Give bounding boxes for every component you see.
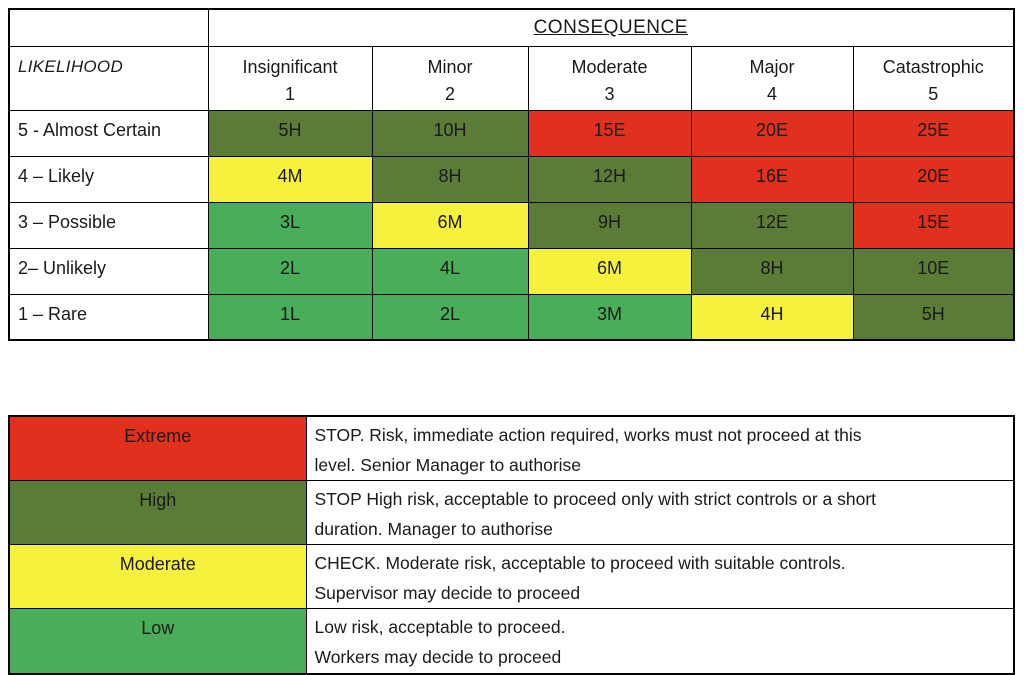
matrix-cell: 12H: [527, 155, 692, 203]
legend-description-line: Low risk, acceptable to proceed.: [314, 617, 566, 637]
corner-cell: [8, 8, 209, 47]
column-header-insignificant: Insignificant 1: [207, 45, 373, 111]
row-label: 3 – Possible: [8, 201, 209, 249]
column-name: Insignificant: [242, 56, 338, 77]
legend-description-line: level. Senior Manager to authorise: [314, 455, 582, 475]
matrix-cell: 5H: [207, 109, 373, 157]
matrix-cell: 8H: [690, 247, 854, 295]
matrix-cell: 10E: [852, 247, 1015, 295]
column-header-moderate: Moderate 3: [527, 45, 692, 111]
legend-row-extreme: Extreme STOP. Risk, immediate action req…: [8, 415, 1015, 481]
row-label: 5 - Almost Certain: [8, 109, 209, 157]
column-number: 3: [604, 83, 615, 104]
column-name: Minor: [427, 56, 473, 77]
matrix-row-possible: 3 – Possible 3L 6M 9H 12E 15E: [8, 201, 1015, 249]
column-number: 2: [444, 83, 455, 104]
matrix-cell: 20E: [690, 109, 854, 157]
row-label: 1 – Rare: [8, 293, 209, 341]
matrix-row-rare: 1 – Rare 1L 2L 3M 4H 5H: [8, 293, 1015, 341]
legend-row-moderate: Moderate CHECK. Moderate risk, acceptabl…: [8, 544, 1015, 609]
consequence-header-cell: CONSEQUENCE: [207, 8, 1015, 47]
matrix-row-likely: 4 – Likely 4M 8H 12H 16E 20E: [8, 155, 1015, 203]
column-header-catastrophic: Catastrophic 5: [852, 45, 1015, 111]
matrix-cell: 4M: [207, 155, 373, 203]
legend-description-line: Supervisor may decide to proceed: [314, 583, 581, 603]
matrix-cell: 1L: [207, 293, 373, 341]
legend-row-low: Low Low risk, acceptable to proceed. Wor…: [8, 608, 1015, 674]
column-name: Moderate: [571, 56, 648, 77]
legend-description-line: STOP High risk, acceptable to proceed on…: [314, 489, 877, 509]
matrix-cell: 20E: [852, 155, 1015, 203]
matrix-row-almost-certain: 5 - Almost Certain 5H 10H 15E 20E 25E: [8, 109, 1015, 157]
row-label: 4 – Likely: [8, 155, 209, 203]
legend-description-line: CHECK. Moderate risk, acceptable to proc…: [314, 553, 846, 573]
matrix-cell: 12E: [690, 201, 854, 249]
column-header-row: LIKELIHOOD Insignificant 1 Minor 2 Moder…: [8, 45, 1015, 111]
matrix-cell: 8H: [371, 155, 529, 203]
matrix-cell: 3M: [527, 293, 692, 341]
legend-description: STOP High risk, acceptable to proceed on…: [305, 480, 1015, 545]
matrix-row-unlikely: 2– Unlikely 2L 4L 6M 8H 10E: [8, 247, 1015, 295]
matrix-cell: 2L: [207, 247, 373, 295]
consequence-header-label: CONSEQUENCE: [533, 16, 688, 38]
likelihood-header-cell: LIKELIHOOD: [8, 45, 209, 111]
column-number: 4: [766, 83, 777, 104]
matrix-cell: 2L: [371, 293, 529, 341]
legend-label: Extreme: [8, 415, 307, 481]
matrix-cell: 16E: [690, 155, 854, 203]
matrix-cell: 10H: [371, 109, 529, 157]
column-number: 5: [928, 83, 939, 104]
matrix-cell: 15E: [852, 201, 1015, 249]
legend-description-line: STOP. Risk, immediate action required, w…: [314, 425, 862, 445]
matrix-cell: 25E: [852, 109, 1015, 157]
matrix-cell: 9H: [527, 201, 692, 249]
matrix-cell: 4H: [690, 293, 854, 341]
matrix-cell: 3L: [207, 201, 373, 249]
risk-matrix-table: CONSEQUENCE LIKELIHOOD Insignificant 1 M…: [8, 8, 1015, 341]
consequence-header-row: CONSEQUENCE: [8, 8, 1015, 47]
legend-label: Moderate: [8, 544, 307, 609]
legend-description: CHECK. Moderate risk, acceptable to proc…: [305, 544, 1015, 609]
matrix-cell: 15E: [527, 109, 692, 157]
legend-description: Low risk, acceptable to proceed. Workers…: [305, 608, 1015, 674]
legend-description: STOP. Risk, immediate action required, w…: [305, 415, 1015, 481]
matrix-cell: 4L: [371, 247, 529, 295]
column-header-major: Major 4: [690, 45, 854, 111]
column-header-minor: Minor 2: [371, 45, 529, 111]
column-name: Catastrophic: [882, 56, 984, 77]
legend-description-line: Workers may decide to proceed: [314, 647, 562, 667]
matrix-cell: 6M: [527, 247, 692, 295]
legend-label: High: [8, 480, 307, 545]
legend-row-high: High STOP High risk, acceptable to proce…: [8, 480, 1015, 545]
risk-legend-table: Extreme STOP. Risk, immediate action req…: [8, 415, 1015, 675]
legend-description-line: duration. Manager to authorise: [314, 519, 553, 539]
row-label: 2– Unlikely: [8, 247, 209, 295]
column-name: Major: [749, 56, 795, 77]
column-number: 1: [284, 83, 295, 104]
matrix-cell: 5H: [852, 293, 1015, 341]
matrix-cell: 6M: [371, 201, 529, 249]
legend-label: Low: [8, 608, 307, 674]
